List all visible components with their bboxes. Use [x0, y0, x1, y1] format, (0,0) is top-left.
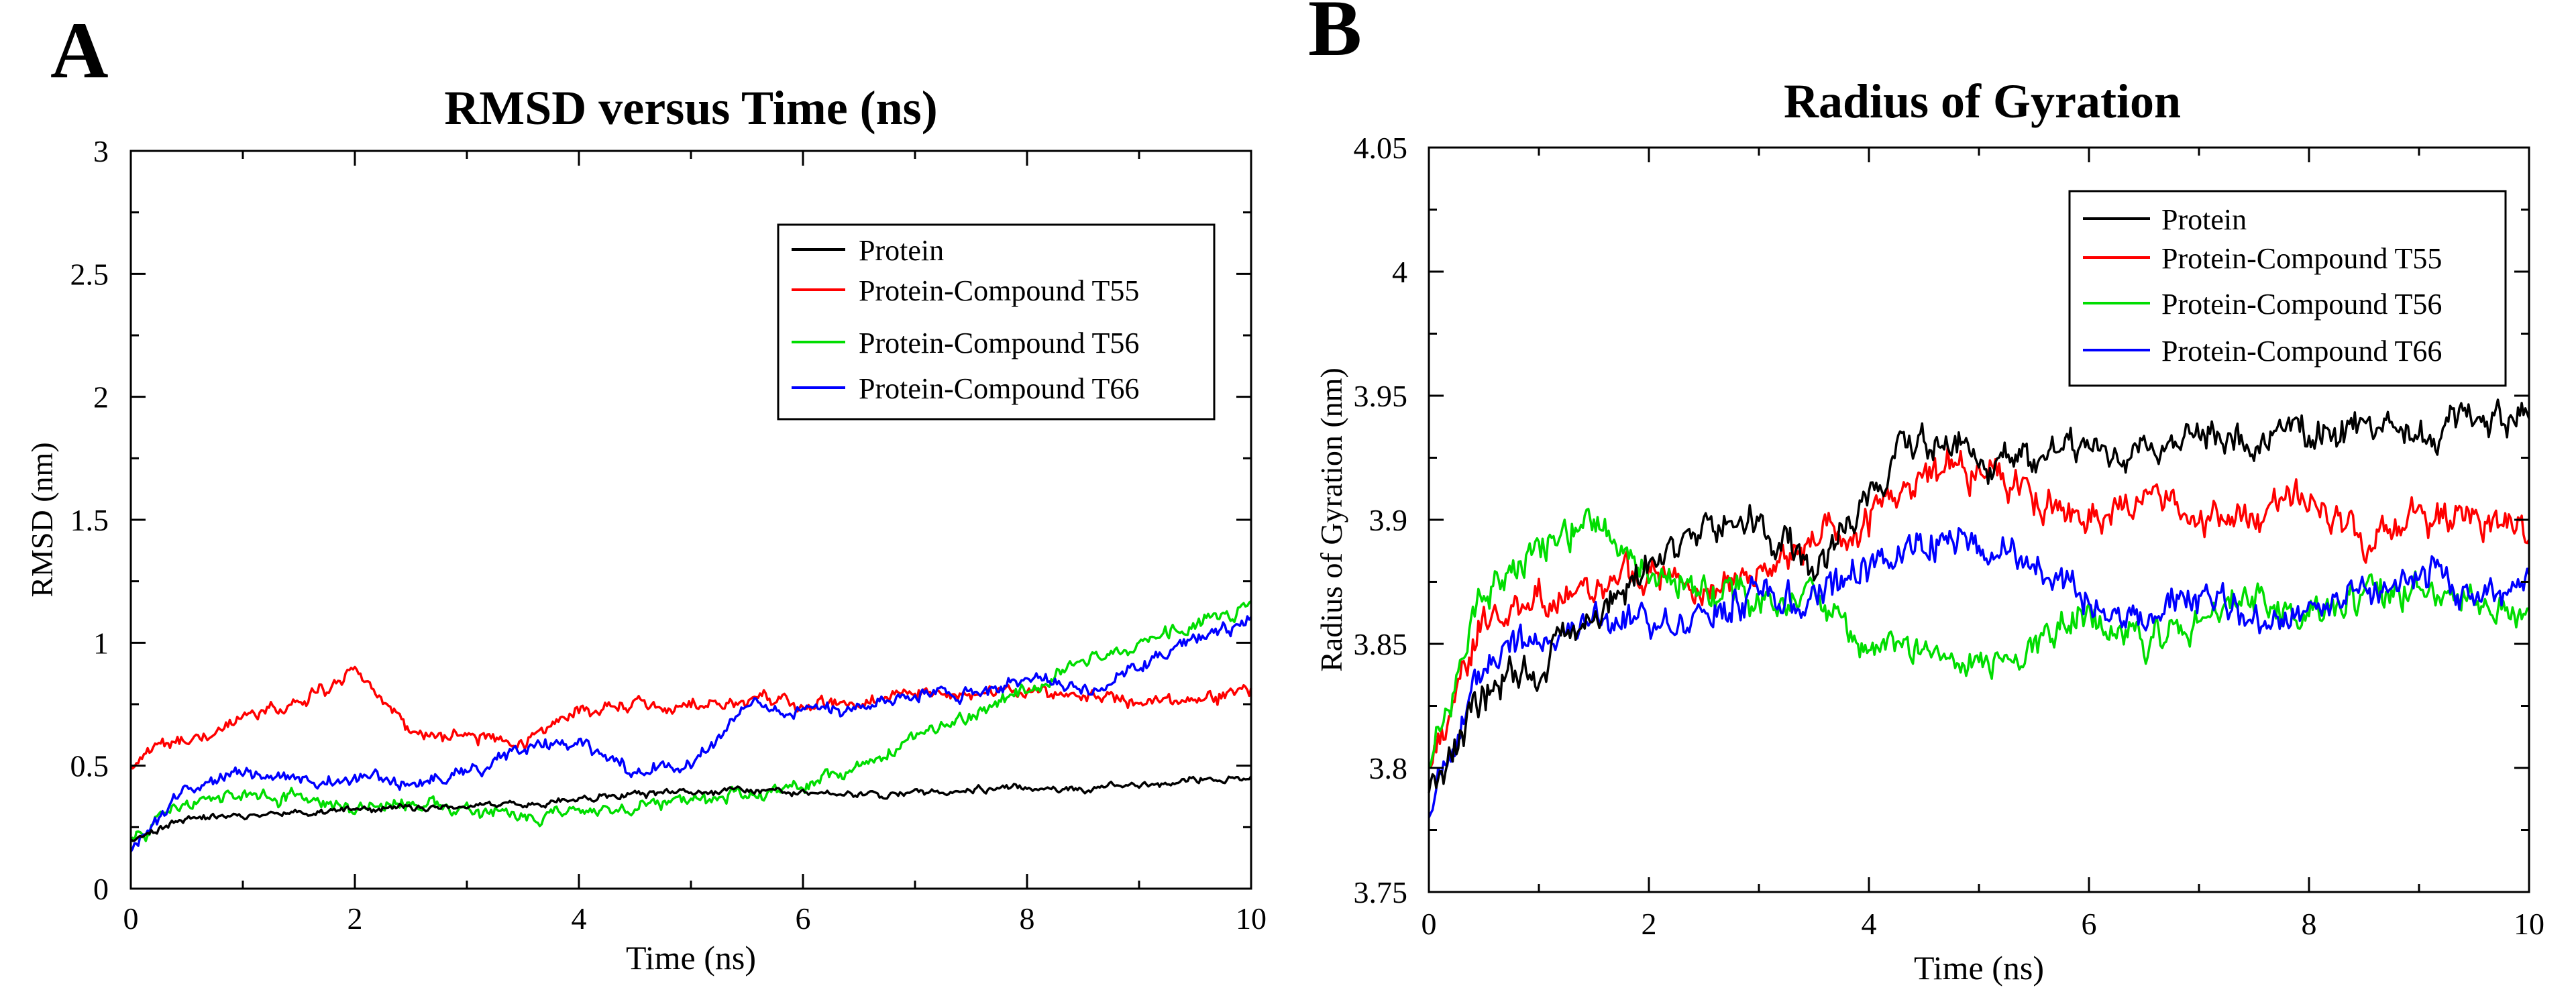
series-line-protein-compound-t56 — [1428, 508, 2530, 769]
y-tick-label: 3.8 — [1369, 751, 1408, 785]
panel-b-y-axis-label: Radius of Gyration (nm) — [1314, 368, 1348, 672]
panel-a-legend: Protein Protein-Compound T55 Protein-Com… — [777, 223, 1216, 421]
y-tick-label: 2.5 — [70, 257, 109, 291]
panel-b: B Radius of Gyration 0 2 4 6 8 10 Time (… — [1308, 0, 2544, 987]
x-tick-label: 8 — [2302, 907, 2317, 941]
legend-entry: Protein-Compound T55 — [859, 274, 1139, 307]
x-tick-label: 6 — [796, 901, 811, 936]
panel-b-title: Radius of Gyration — [1784, 74, 2181, 128]
x-tick-label: 2 — [347, 901, 363, 936]
x-tick-label: 10 — [1236, 901, 1267, 936]
legend-entry: Protein-Compound T56 — [2161, 288, 2442, 321]
x-tick-label: 0 — [1421, 907, 1437, 941]
panel-b-legend: Protein Protein-Compound T55 Protein-Com… — [2068, 190, 2507, 387]
panel-a-x-axis: 0 2 4 6 8 10 Time (ns) — [123, 151, 1267, 977]
y-tick-label: 4.05 — [1354, 131, 1408, 165]
y-tick-label: 3.9 — [1369, 503, 1408, 537]
series-line-protein — [129, 775, 1252, 842]
panel-b-y-axis: 3.75 3.8 3.85 3.9 3.95 4 4.05 Radius of … — [1314, 131, 2529, 909]
x-tick-label: 4 — [1862, 907, 1877, 941]
legend-entry: Protein-Compound T55 — [2161, 242, 2442, 275]
x-tick-label: 6 — [2082, 907, 2097, 941]
legend-entry: Protein-Compound T56 — [859, 327, 1139, 359]
y-tick-label: 3.95 — [1354, 379, 1408, 413]
panel-a-y-axis: 0 0.5 1 1.5 2 2.5 3 RMSD (nm) — [25, 134, 1251, 906]
legend-entry: Protein-Compound T66 — [2161, 335, 2442, 368]
y-tick-label: 0.5 — [70, 749, 109, 783]
legend-box — [2068, 190, 2507, 387]
panel-b-x-axis-label: Time (ns) — [1914, 949, 2044, 987]
series-line-protein — [1428, 398, 2530, 793]
y-tick-label: 0 — [93, 872, 109, 906]
y-tick-label: 1.5 — [70, 503, 109, 537]
x-tick-label: 4 — [572, 901, 587, 936]
panel-a-y-axis-label: RMSD (nm) — [25, 442, 59, 597]
y-tick-label: 1 — [93, 626, 109, 660]
series-line-protein-compound-t66 — [1428, 526, 2530, 818]
x-tick-label: 2 — [1642, 907, 1657, 941]
panel-a-letter: A — [50, 5, 109, 95]
x-tick-label: 8 — [1020, 901, 1035, 936]
x-tick-label: 0 — [123, 901, 139, 936]
x-tick-label: 10 — [2514, 907, 2544, 941]
series-line-protein-compound-t55 — [129, 665, 1252, 770]
y-tick-label: 3 — [93, 134, 109, 168]
panel-a-x-axis-label: Time (ns) — [626, 939, 756, 977]
legend-box — [777, 223, 1216, 421]
y-tick-label: 2 — [93, 380, 109, 414]
panel-b-letter: B — [1308, 0, 1362, 72]
panel-b-x-axis: 0 2 4 6 8 10 Time (ns) — [1421, 148, 2544, 987]
legend-entry: Protein — [2161, 203, 2247, 236]
legend-entry: Protein — [859, 234, 944, 267]
y-tick-label: 3.75 — [1354, 875, 1408, 909]
series-line-protein-compound-t56 — [129, 600, 1252, 842]
panel-a-title: RMSD versus Time (ns) — [444, 81, 937, 135]
panel-a: A RMSD versus Time (ns) 0 2 4 6 8 10 Tim… — [25, 5, 1267, 977]
y-tick-label: 4 — [1392, 255, 1407, 289]
series-line-protein-compound-t66 — [129, 615, 1252, 852]
y-tick-label: 3.85 — [1354, 627, 1408, 661]
legend-entry: Protein-Compound T66 — [859, 372, 1139, 405]
